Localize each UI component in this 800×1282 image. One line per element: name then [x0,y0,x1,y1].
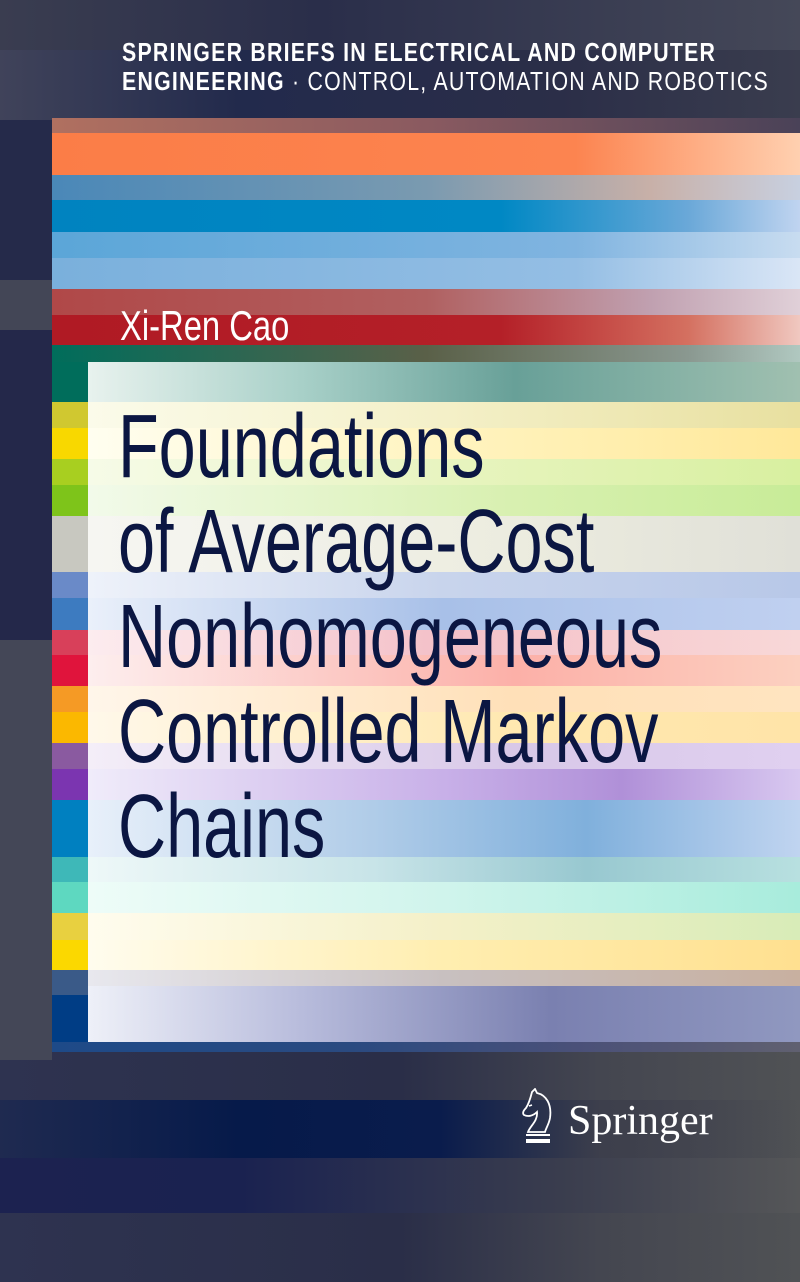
stripe-light-blue [52,232,800,258]
background-band [0,1100,800,1158]
panel-band [88,882,800,913]
panel-band [88,800,800,857]
series-line-1: SPRINGER BRIEFS IN ELECTRICAL AND COMPUT… [122,37,717,67]
panel-band [88,857,800,882]
panel-band [88,485,800,516]
stripe-orange [52,133,800,175]
book-title: Foundations of Average-Cost Nonhomogeneo… [118,400,662,875]
series-title: SPRINGER BRIEFS IN ELECTRICAL AND COMPUT… [122,38,769,96]
panel-band [88,428,800,459]
panel-band [88,572,800,598]
panel-band [88,970,800,986]
background-band [0,1158,800,1213]
publisher-name: Springer [568,1098,713,1144]
panel-band [88,459,800,485]
background-left-edge [0,120,52,1060]
stripe-green [52,345,800,362]
panel-bottom-edge [52,1042,800,1052]
panel-band [88,913,800,940]
title-line: Controlled Markov [118,682,659,782]
panel-band [88,743,800,769]
panel-band [88,686,800,712]
panel-band [88,940,800,970]
panel-band [88,986,800,1042]
panel-band [88,598,800,630]
stripe-faded [52,118,800,133]
springer-horse-icon [522,1088,552,1143]
background-band [0,50,800,120]
series-subtitle: CONTROL, AUTOMATION AND ROBOTICS [307,66,769,96]
author-name: Xi-Ren Cao [120,302,290,349]
panel-band [88,712,800,743]
stripe-steel-blue [52,175,800,200]
color-strip [52,362,88,1042]
stripe-red [52,315,800,345]
background-band [0,0,800,50]
panel-band [88,362,800,402]
panel-band [88,516,800,572]
panel-band [88,655,800,686]
stripe-rose [52,289,800,315]
title-line: Nonhomogeneous [118,587,663,687]
panel-band [88,630,800,655]
panel-band [88,769,800,800]
stripe-lighter-blue [52,258,800,289]
series-line-2-bold: ENGINEERING [122,66,285,96]
title-line: Chains [118,777,326,877]
stripe-blue [52,200,800,232]
publisher-logo: Springer [520,1088,713,1144]
series-separator: · [291,66,301,96]
panel-band [88,402,800,428]
title-line: of Average-Cost [118,492,595,592]
title-line: Foundations [118,397,485,497]
